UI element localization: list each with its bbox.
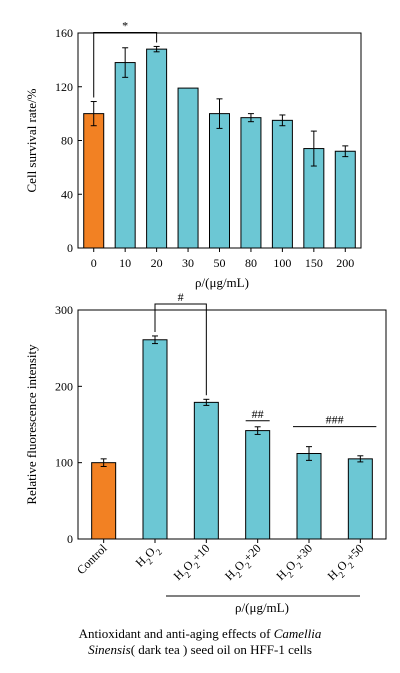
- bar: [114, 62, 136, 249]
- bar: [240, 117, 262, 249]
- y-tick-label: 120: [55, 80, 73, 94]
- x-tick-label: H2O2+10: [171, 541, 216, 586]
- bar: [334, 150, 356, 249]
- bar: [177, 87, 199, 249]
- bar: [83, 113, 105, 249]
- x-tick-label: H2O2+20: [222, 541, 267, 586]
- x-tick-label: H2O2: [133, 541, 164, 572]
- survival-chart: 0 40 80 120 160 Cell survival rate/% 0 10 20 30 50…: [24, 18, 362, 290]
- fluorescence-chart: 0 100 200 300 Relative fluorescence intensit…: [24, 290, 387, 615]
- y-axis-label: Relative fluorescence intensity: [24, 344, 39, 505]
- y-tick-label: 160: [55, 26, 73, 40]
- bar: [245, 430, 271, 540]
- x-tick-label: 20: [151, 256, 163, 270]
- x-tick-label: 80: [245, 256, 257, 270]
- caption-line-1: Antioxidant and anti-aging effects of Ca…: [78, 626, 322, 641]
- caption-line-2: Sinensis( dark tea ) seed oil on HFF-1 c…: [88, 642, 312, 657]
- x-tick-label: 100: [273, 256, 291, 270]
- bar: [91, 462, 117, 540]
- y-tick-label: 40: [61, 187, 73, 201]
- bar: [347, 458, 373, 540]
- y-tick-label: 200: [55, 379, 73, 393]
- y-tick-label: 100: [55, 456, 73, 470]
- x-tick-label: H2O2+30: [273, 541, 318, 586]
- significance-mark: ###: [326, 413, 344, 427]
- y-tick-label: 300: [55, 303, 73, 317]
- y-tick-label: 0: [67, 532, 73, 546]
- bar: [142, 339, 168, 540]
- significance-bracket: [93, 31, 158, 98]
- x-tick-label: Control: [74, 541, 110, 577]
- x-tick-label: 200: [336, 256, 354, 270]
- bar: [146, 48, 168, 249]
- y-tick-label: 0: [67, 241, 73, 255]
- y-axis-label: Cell survival rate/%: [24, 88, 39, 192]
- x-tick-label: 50: [214, 256, 226, 270]
- significance-mark: ##: [252, 407, 264, 421]
- significance-mark: #: [178, 290, 184, 304]
- bar: [209, 113, 230, 249]
- x-axis-label: ρ/(μg/mL): [235, 600, 289, 615]
- x-tick-label: 0: [91, 256, 97, 270]
- x-tick-label: 30: [182, 256, 194, 270]
- significance-bracket: [154, 303, 207, 396]
- bar: [296, 453, 322, 540]
- bar: [193, 401, 219, 540]
- x-tick-label: 150: [305, 256, 323, 270]
- y-tick-label: 80: [61, 134, 73, 148]
- x-axis-label: ρ/(μg/mL): [195, 275, 249, 290]
- figure-caption: Antioxidant and anti-aging effects of Ca…: [0, 626, 400, 658]
- plot-frame: [77, 309, 387, 540]
- x-tick-label: H2O2+50: [325, 541, 370, 586]
- x-tick-label: 10: [119, 256, 131, 270]
- bar: [271, 119, 293, 249]
- significance-mark: *: [122, 18, 128, 32]
